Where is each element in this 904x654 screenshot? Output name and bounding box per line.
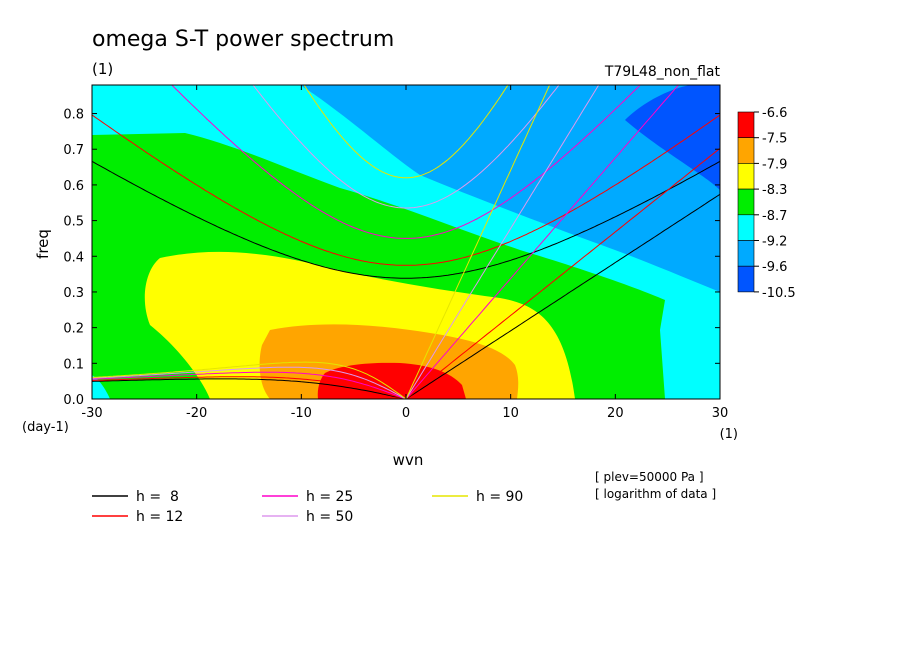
- contour-band-blue: [625, 85, 720, 190]
- x-tick-label: 30: [712, 406, 729, 421]
- x-tick-label: 20: [607, 406, 624, 421]
- y-tick-label: 0.6: [63, 179, 84, 194]
- colorbar-label: -8.3: [762, 183, 787, 198]
- axes: -30 -20 -10 0 10 20 30 0.0 0.1 0.2 0.3 0.4 0.5 0.6 0.7…: [63, 85, 728, 421]
- kelvin-curve-h50: [405, 85, 600, 399]
- colorbar-swatch: [737, 163, 755, 190]
- x-tick-label: 0: [402, 406, 410, 421]
- y-tick-label: 0.2: [63, 322, 84, 337]
- legend-label-h8: h = 8: [136, 489, 179, 505]
- colorbar-label: -8.7: [762, 209, 787, 224]
- kelvin-curve-h90: [405, 85, 551, 399]
- legend-label-h50: h = 50: [306, 509, 353, 525]
- colorbar-label: -7.9: [762, 157, 787, 172]
- legend: h = 8 h = 12 h = 25 h = 50 h = 90: [92, 489, 523, 525]
- y-tick-label: 0.3: [63, 286, 84, 301]
- inertia-gravity-curve-h90: [303, 85, 509, 179]
- colorbar: -6.6 -7.5 -7.9 -8.3 -8.7 -9.2 -9.6 -10.5: [737, 106, 796, 301]
- colorbar-label: -6.6: [762, 106, 787, 121]
- colorbar-label: -10.5: [762, 286, 796, 301]
- inertia-gravity-curve-h8: [92, 160, 720, 279]
- colorbar-label: -7.5: [762, 132, 787, 147]
- legend-label-h90: h = 90: [476, 489, 523, 505]
- rossby-curve-h12: [92, 376, 407, 399]
- legend-label-h25: h = 25: [306, 489, 353, 505]
- y-tick-label: 0.8: [63, 108, 84, 123]
- x-tick-label: -10: [291, 406, 312, 421]
- x-axis-unit: (1): [720, 427, 738, 442]
- x-tick-label: -30: [81, 406, 102, 421]
- y-tick-label: 0.7: [63, 143, 84, 158]
- rossby-curve-h50: [92, 366, 407, 399]
- chart-title: omega S-T power spectrum: [92, 27, 394, 52]
- rossby-curve-h25: [92, 371, 407, 399]
- colorbar-swatch: [737, 111, 755, 139]
- run-label: T79L48_non_flat: [604, 64, 721, 80]
- dispersion-curves: [92, 85, 720, 399]
- rossby-curve-h90: [92, 361, 407, 399]
- y-axis-label: freq: [34, 229, 52, 259]
- colorbar-swatch: [737, 265, 755, 293]
- x-axis-label: wvn: [393, 451, 424, 469]
- y-axis-unit: (day-1): [22, 420, 69, 435]
- y-tick-label: 0.4: [63, 250, 84, 265]
- y-tick-label: 0.1: [63, 357, 84, 372]
- colorbar-label: -9.2: [762, 235, 787, 250]
- contour-band-red: [317, 362, 466, 399]
- kelvin-curve-h12: [405, 147, 720, 399]
- x-tick-label: 10: [502, 406, 519, 421]
- colorbar-swatch: [737, 188, 755, 216]
- colorbar-swatch: [737, 137, 755, 164]
- kelvin-curve-h8: [405, 193, 720, 399]
- units-label: (1): [92, 60, 113, 78]
- colorbar-swatch: [737, 214, 755, 241]
- rossby-curve-h8: [92, 378, 407, 399]
- inertia-gravity-curve-h50: [252, 85, 560, 209]
- x-tick-label: -20: [186, 406, 207, 421]
- kelvin-curve-h25: [405, 85, 680, 399]
- inertia-gravity-curve-h12: [92, 114, 720, 266]
- inertia-gravity-curve-h25: [171, 85, 641, 239]
- power-spectrum-field: [92, 85, 720, 399]
- colorbar-swatch: [737, 240, 755, 267]
- note-plev: [ plev=50000 Pa ]: [595, 470, 704, 484]
- colorbar-label: -9.6: [762, 260, 787, 275]
- legend-label-h12: h = 12: [136, 509, 183, 525]
- y-tick-label: 0.0: [63, 393, 84, 408]
- note-logarithm: [ logarithm of data ]: [595, 487, 716, 501]
- y-tick-label: 0.5: [63, 215, 84, 230]
